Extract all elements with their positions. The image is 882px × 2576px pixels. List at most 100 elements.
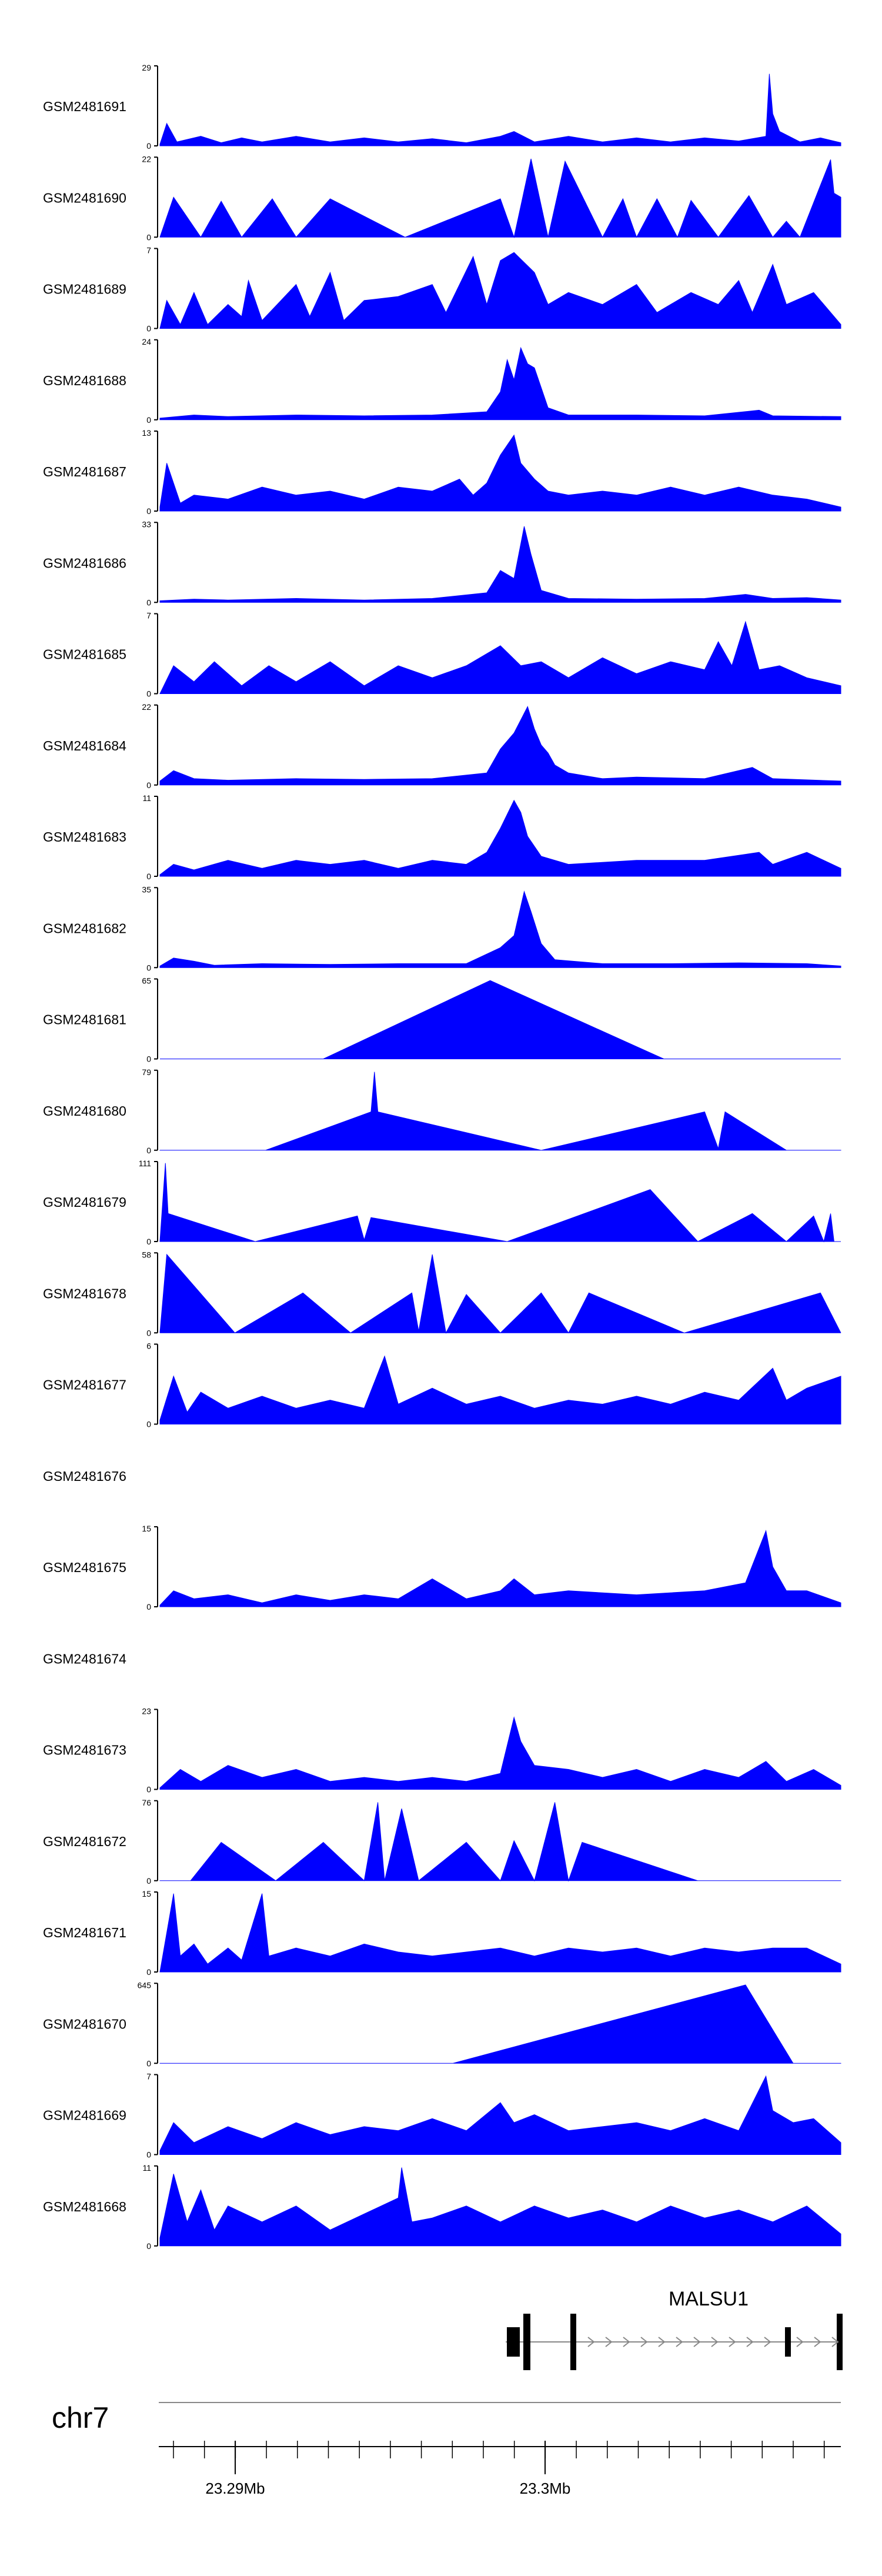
track-ymin-label: 0 [146, 2058, 151, 2068]
track-ymin-label: 0 [146, 1876, 151, 1886]
gene-model: MALSU1 [506, 2288, 843, 2370]
chromosome-label: chr7 [52, 2401, 109, 2434]
track-GSM2481681: GSM2481681 65 0 [43, 976, 841, 1064]
track-ymin-label: 0 [146, 598, 151, 607]
track-signal-area [159, 1893, 841, 1973]
strand-arrow [746, 2337, 754, 2347]
strand-arrow [764, 2337, 771, 2347]
track-ymin-label: 0 [146, 232, 151, 242]
track-signal-area [159, 620, 841, 694]
track-signal-area [159, 1072, 841, 1151]
track-ymax-label: 11 [142, 2163, 151, 2173]
track-GSM2481674: GSM2481674 [43, 1651, 126, 1666]
track-label: GSM2481684 [43, 738, 126, 753]
track-ymin-label: 0 [146, 872, 151, 881]
track-ymax-label: 58 [142, 1250, 151, 1259]
track-signal-area [159, 252, 841, 329]
track-ymin-label: 0 [146, 1967, 151, 1977]
track-ymax-label: 76 [142, 1798, 151, 1807]
track-label: GSM2481677 [43, 1377, 126, 1393]
strand-arrow [640, 2337, 648, 2347]
track-label: GSM2481678 [43, 1286, 126, 1301]
track-ymin-label: 0 [146, 2150, 151, 2160]
track-ymax-label: 7 [146, 2072, 151, 2081]
track-ymin-label: 0 [146, 1420, 151, 1429]
track-label: GSM2481675 [43, 1560, 126, 1575]
track-ymin-label: 0 [146, 780, 151, 790]
track-ymax-label: 7 [146, 611, 151, 620]
track-signal-area [159, 1253, 841, 1334]
track-GSM2481691: GSM2481691 29 0 [43, 63, 841, 151]
track-ymin-label: 0 [146, 1237, 151, 1246]
track-GSM2481668: GSM2481668 11 0 [43, 2163, 841, 2251]
track-ymax-label: 65 [142, 976, 151, 986]
track-signal-area [159, 158, 841, 239]
track-ymax-label: 13 [142, 428, 151, 438]
track-ymax-label: 33 [142, 519, 151, 529]
track-signal-area [159, 890, 841, 968]
strand-arrow [658, 2337, 666, 2347]
track-label: GSM2481673 [43, 1743, 126, 1758]
track-ymax-label: 15 [142, 1524, 151, 1533]
track-label: GSM2481676 [43, 1469, 126, 1484]
track-signal-area [160, 980, 841, 1059]
track-GSM2481669: GSM2481669 7 0 [43, 2072, 841, 2160]
track-signal-area [159, 1530, 841, 1607]
track-signal-area [159, 74, 841, 146]
track-signal-area [159, 434, 841, 512]
track-ymax-label: 645 [138, 1980, 152, 1990]
track-signal-area [159, 346, 841, 421]
strand-arrow [796, 2337, 804, 2347]
track-GSM2481683: GSM2481683 11 0 [43, 793, 841, 881]
track-ymax-label: 22 [142, 154, 151, 163]
gene-exon [570, 2314, 576, 2370]
track-GSM2481684: GSM2481684 22 0 [43, 702, 841, 790]
track-ymax-label: 6 [146, 1342, 151, 1351]
track-label: GSM2481671 [43, 1925, 126, 1940]
track-ymax-label: 79 [142, 1067, 151, 1077]
track-GSM2481673: GSM2481673 23 0 [43, 1707, 841, 1794]
track-label: GSM2481687 [43, 464, 126, 479]
track-GSM2481682: GSM2481682 35 0 [43, 885, 841, 972]
strand-arrow [711, 2337, 719, 2347]
track-label: GSM2481668 [43, 2199, 126, 2214]
track-ymin-label: 0 [146, 1146, 151, 1155]
track-ymin-label: 0 [146, 506, 151, 516]
track-label: GSM2481683 [43, 829, 126, 845]
gene-exon [785, 2327, 791, 2357]
track-ymin-label: 0 [146, 689, 151, 699]
track-signal-area [159, 706, 841, 786]
track-ymin-label: 0 [146, 141, 151, 151]
track-ymin-label: 0 [146, 1785, 151, 1794]
track-label: GSM2481682 [43, 920, 126, 936]
track-GSM2481687: GSM2481687 13 0 [43, 428, 841, 516]
track-ymax-label: 29 [142, 63, 151, 72]
track-ymax-label: 35 [142, 885, 151, 894]
strand-arrow [623, 2337, 630, 2347]
track-signal-area [159, 526, 841, 603]
gene-strand-arrows [587, 2337, 839, 2347]
track-ymin-label: 0 [146, 2241, 151, 2251]
track-ymax-label: 15 [142, 1889, 151, 1898]
track-label: GSM2481672 [43, 1834, 126, 1849]
track-label: GSM2481686 [43, 555, 126, 570]
track-ymin-label: 0 [146, 324, 151, 333]
strand-arrow [831, 2337, 839, 2347]
track-signal-area [159, 2075, 841, 2155]
track-signal-area [159, 1984, 841, 2064]
track-label: GSM2481674 [43, 1651, 126, 1666]
track-ymax-label: 23 [142, 1707, 151, 1716]
track-signal-area [159, 2167, 841, 2247]
track-GSM2481679: GSM2481679 111 0 [43, 1159, 841, 1246]
strand-arrow [814, 2337, 821, 2347]
strand-arrow [605, 2337, 613, 2347]
track-GSM2481672: GSM2481672 76 0 [43, 1798, 841, 1886]
track-ymax-label: 7 [146, 246, 151, 255]
track-GSM2481676: GSM2481676 [43, 1469, 126, 1484]
track-GSM2481678: GSM2481678 58 0 [43, 1250, 841, 1337]
track-label: GSM2481669 [43, 2108, 126, 2123]
track-panels: GSM2481691290GSM2481690220GSM248168970GS… [43, 63, 841, 2251]
track-signal-area [159, 799, 841, 877]
track-label: GSM2481681 [43, 1012, 126, 1027]
